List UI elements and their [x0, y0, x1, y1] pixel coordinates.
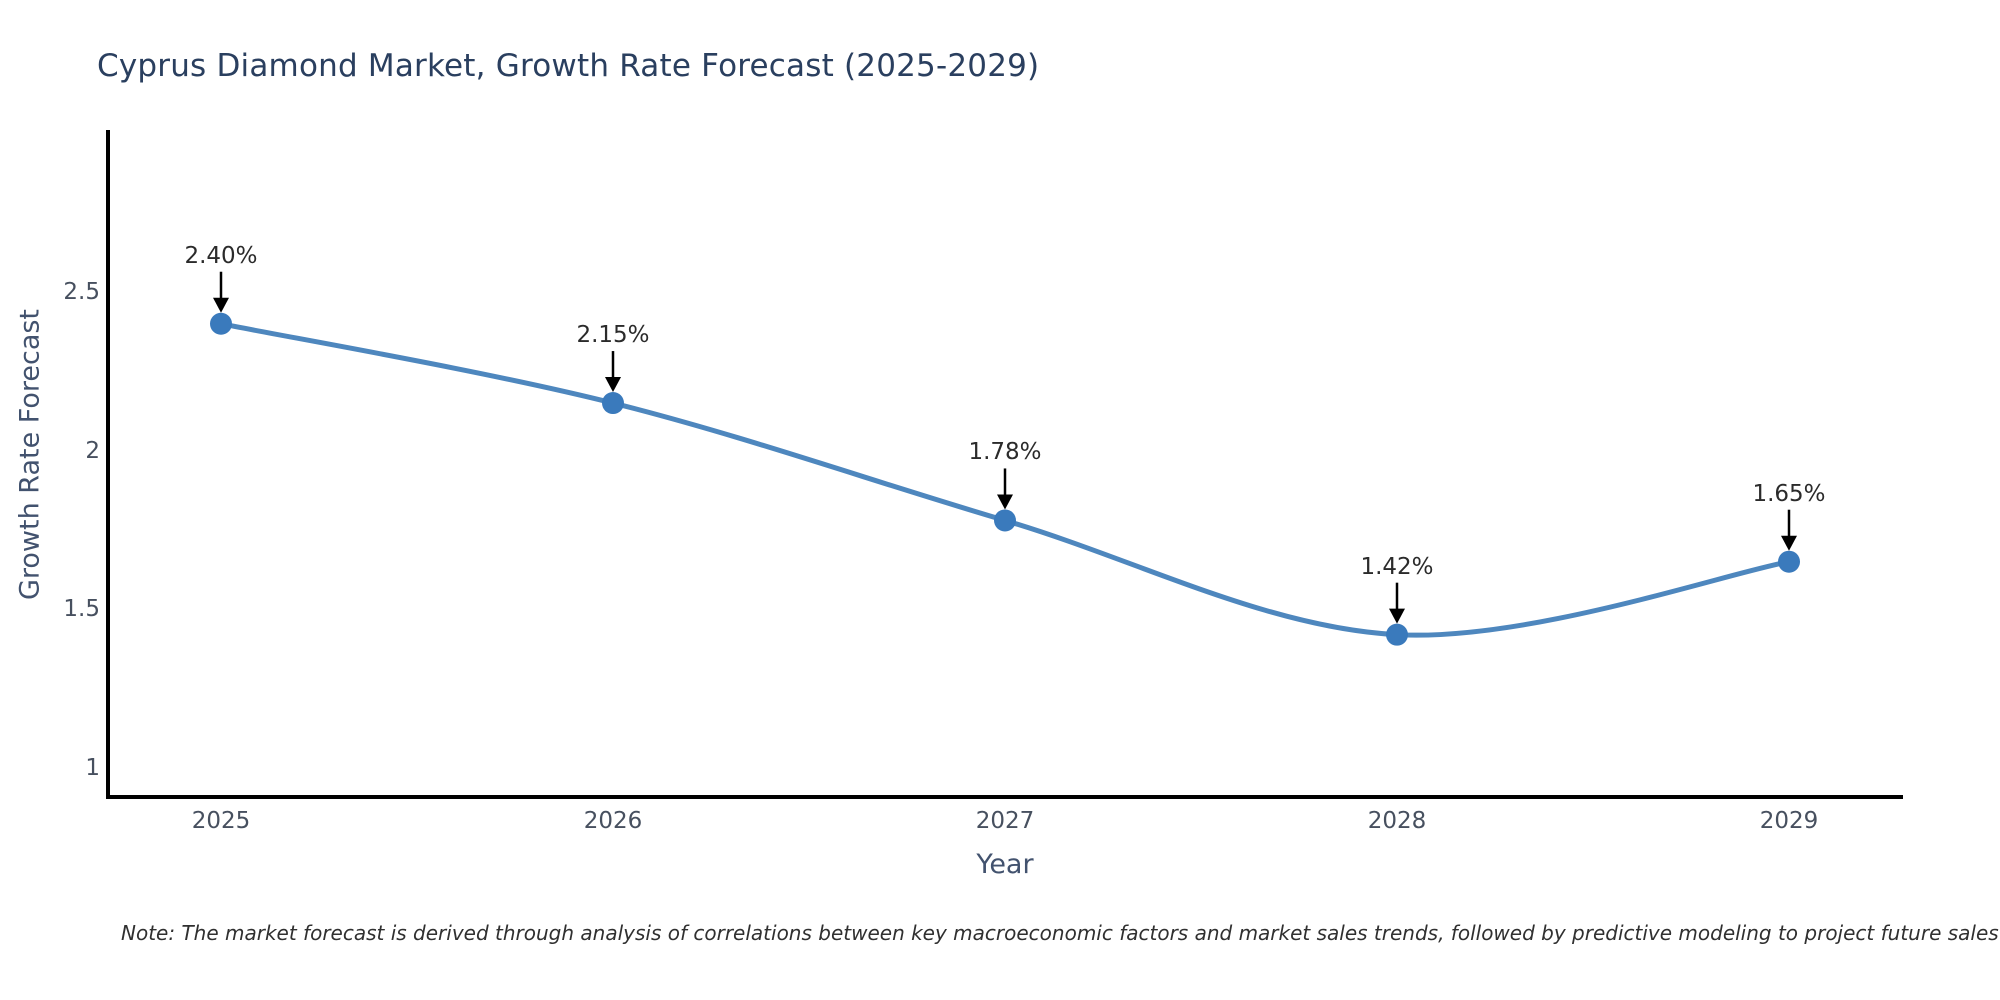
footnote: Note: The market forecast is derived thr… — [121, 921, 1999, 945]
data-point-marker — [1778, 550, 1800, 573]
x-axis-title: Year — [976, 849, 1034, 880]
y-tick-label: 1.5 — [63, 596, 100, 623]
data-point-marker — [602, 392, 624, 415]
annotation-arrowhead — [213, 297, 229, 313]
data-point-value-label: 2.15% — [576, 322, 650, 349]
x-tick-label: 2025 — [191, 808, 251, 834]
x-tick-label: 2029 — [1759, 808, 1819, 834]
annotation-arrowhead — [605, 377, 621, 393]
annotation-arrowhead — [1781, 535, 1797, 551]
annotation-arrowhead — [997, 494, 1013, 510]
x-tick-label: 2028 — [1367, 808, 1427, 834]
x-tick-label: 2026 — [583, 808, 643, 834]
data-point-value-label: 1.78% — [968, 439, 1042, 466]
y-tick-label: 2 — [85, 437, 100, 464]
data-point-marker — [994, 509, 1016, 532]
y-tick-label: 1 — [85, 754, 100, 781]
annotation-arrowhead — [1389, 608, 1405, 624]
x-tick-label: 2027 — [975, 808, 1035, 834]
chart-title: Cyprus Diamond Market, Growth Rate Forec… — [97, 48, 1040, 84]
data-point-marker — [1386, 623, 1408, 646]
data-point-marker — [210, 312, 232, 335]
y-tick-label: 2.5 — [63, 279, 100, 305]
data-point-value-label: 1.42% — [1360, 553, 1434, 580]
data-point-value-label: 1.65% — [1752, 480, 1826, 507]
data-point-value-label: 2.40% — [184, 242, 258, 269]
